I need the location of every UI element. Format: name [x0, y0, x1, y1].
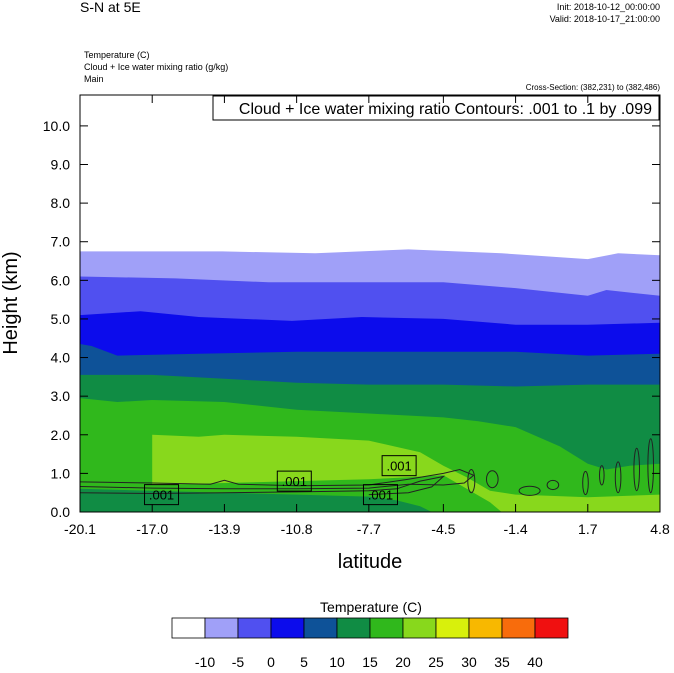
legend-swatch	[501, 617, 536, 639]
legend-swatch	[402, 617, 437, 639]
contour-label: .001	[386, 459, 411, 474]
contour-line-0	[80, 468, 475, 490]
cross-section-label: Cross-Section: (382,231) to (382,486)	[526, 83, 661, 92]
field-temperature: Temperature (C)	[84, 50, 150, 60]
init-time: Init: 2018-10-12_00:00:00	[557, 2, 660, 12]
contour-label: .001	[282, 474, 307, 489]
legend-swatch	[270, 617, 305, 639]
temperature-fill	[80, 249, 660, 512]
legend-label: 25	[428, 654, 444, 668]
legend-swatch	[303, 617, 338, 639]
y-tick-label: 5.0	[51, 311, 71, 327]
plot-title: S-N at 5E	[80, 0, 141, 15]
legend-label: 0	[267, 654, 275, 668]
field-cloud-ice: Cloud + Ice water mixing ratio (g/kg)	[84, 62, 228, 72]
contour-loop-2	[546, 479, 560, 491]
contour-loop-7	[599, 465, 605, 486]
contour-info-box	[212, 95, 660, 121]
x-axis: -20.1 -17.0 -13.9 -10.8 -7.7 -4.5 -1.4 1.7 4.8	[64, 95, 670, 537]
legend-label: 15	[362, 654, 378, 668]
y-tick-label: 6.0	[51, 272, 71, 288]
legend-swatch	[369, 617, 404, 639]
legend-swatch	[204, 617, 239, 639]
contour-info: Cloud + Ice water mixing ratio Contours:…	[239, 101, 652, 118]
legend-swatch	[336, 617, 371, 639]
contour-loop-3	[582, 470, 589, 496]
x-tick-label: -7.7	[357, 521, 381, 537]
y-axis: 0.0 1.0 2.0 3.0 4.0 5.0 6.0 7.0 8.0 9.0 10.0	[43, 118, 660, 520]
y-tick-label: 0.0	[51, 504, 71, 520]
y-tick-label: 3.0	[51, 388, 71, 404]
contour-labels: .001 .001 .001 .001	[144, 455, 417, 506]
contour-loop-5	[633, 447, 641, 492]
legend-swatch	[534, 617, 569, 639]
legend-label: -10	[195, 654, 215, 668]
contour-label: .001	[149, 488, 174, 503]
x-tick-label: -17.0	[136, 521, 168, 537]
legend-label: 5	[300, 654, 308, 668]
contour-label-box	[381, 455, 417, 477]
x-tick-label: 1.7	[578, 521, 598, 537]
legend-swatch	[237, 617, 272, 639]
contour-label-box	[362, 484, 398, 506]
mixing-ratio-contours	[80, 438, 655, 496]
contour-line-1	[80, 475, 446, 496]
contour-label: .001	[368, 488, 393, 503]
valid-time: Valid: 2018-10-17_21:00:00	[550, 14, 660, 24]
x-tick-label: -10.8	[281, 521, 313, 537]
contour-loop-6	[647, 438, 655, 494]
legend-label: -5	[232, 654, 245, 668]
y-tick-label: 8.0	[51, 195, 71, 211]
contour-label-box	[144, 484, 180, 506]
legend-title: Temperature (C)	[320, 599, 422, 615]
plot-frame	[79, 94, 661, 513]
legend-swatch	[171, 617, 206, 639]
legend-label: 20	[395, 654, 411, 668]
x-tick-label: -1.4	[504, 521, 528, 537]
contour-loop-8	[467, 469, 476, 494]
color-legend: -10 -5 0 5 10 15 20 25 30 35 40	[171, 617, 569, 670]
temperature-band-8	[80, 488, 432, 512]
x-tick-label: -4.5	[431, 521, 455, 537]
field-main: Main	[84, 74, 104, 84]
y-tick-label: 4.0	[51, 350, 71, 366]
contour-loop-0	[486, 470, 499, 489]
x-tick-label: -13.9	[208, 521, 240, 537]
legend-label: 40	[527, 654, 543, 668]
y-tick-label: 1.0	[51, 465, 71, 481]
legend-swatch	[435, 617, 470, 639]
y-tick-label: 10.0	[43, 118, 70, 134]
x-tick-label: -20.1	[64, 521, 96, 537]
y-tick-label: 2.0	[51, 427, 71, 443]
y-axis-label: Height (km)	[0, 251, 22, 354]
x-axis-label: latitude	[338, 551, 403, 573]
x-tick-label: 4.8	[650, 521, 670, 537]
contour-label-box	[276, 470, 312, 492]
legend-swatch	[468, 617, 503, 639]
legend-label: 35	[494, 654, 510, 668]
y-tick-label: 7.0	[51, 234, 71, 250]
legend-label: 10	[329, 654, 345, 668]
legend-label: 30	[461, 654, 477, 668]
contour-loop-1	[518, 485, 541, 496]
y-tick-label: 9.0	[51, 157, 71, 173]
contour-loop-4	[614, 461, 622, 494]
